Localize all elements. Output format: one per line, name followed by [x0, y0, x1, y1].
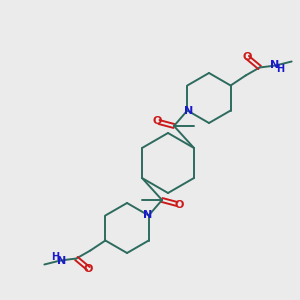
- Text: N: N: [57, 256, 66, 266]
- Text: N: N: [143, 211, 152, 220]
- Text: N: N: [184, 106, 193, 116]
- Text: O: O: [174, 200, 184, 210]
- Text: H: H: [51, 253, 59, 262]
- Text: H: H: [277, 64, 285, 74]
- Text: O: O: [243, 52, 252, 61]
- Text: O: O: [84, 265, 93, 275]
- Text: O: O: [152, 116, 162, 126]
- Text: N: N: [270, 61, 279, 70]
